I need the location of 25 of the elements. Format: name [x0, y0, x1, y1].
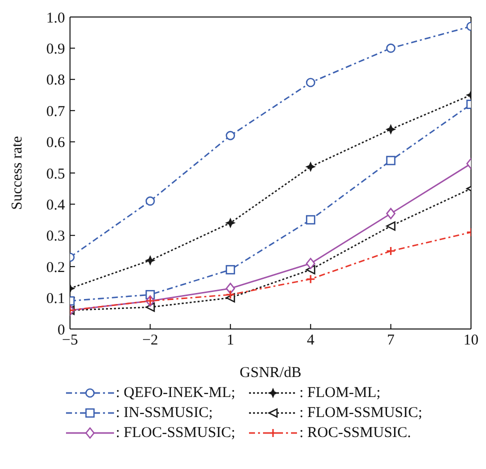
y-tick-label: 0.1	[46, 291, 65, 308]
x-tick-label: 10	[464, 332, 478, 349]
legend-label: : FLOM-ML;	[299, 384, 381, 403]
y-tick-label: 0.9	[46, 42, 65, 58]
x-tick-label: −5	[62, 332, 78, 349]
y-tick-label: 0.6	[46, 135, 66, 152]
legend-label: : FLOC-SSMUSIC;	[116, 424, 236, 443]
legend-label: : QEFO-INEK-ML;	[116, 384, 236, 403]
y-tick-label: 0.7	[46, 104, 66, 120]
y-tick-label: 0.2	[46, 260, 65, 276]
y-tick-label: 0.8	[46, 72, 65, 89]
x-tick-label: 7	[387, 332, 396, 349]
x-tick-label: 4	[306, 332, 315, 349]
y-axis-title: Success rate	[9, 136, 26, 210]
legend-label: : IN-SSMUSIC;	[116, 404, 213, 423]
x-tick-label: 1	[226, 332, 234, 349]
y-tick-label: 0.5	[46, 166, 65, 182]
legend-label: : ROC-SSMUSIC.	[299, 424, 412, 443]
y-tick-label: 0.3	[46, 228, 65, 245]
legend-label: : FLOM-SSMUSIC;	[299, 404, 422, 423]
x-axis-title: GSNR/dB	[240, 365, 302, 381]
y-tick-label: 0.4	[46, 198, 66, 214]
y-tick-label: 0	[58, 322, 65, 338]
x-tick-label: −2	[142, 332, 158, 349]
y-tick-label: 1.0	[46, 10, 65, 26]
